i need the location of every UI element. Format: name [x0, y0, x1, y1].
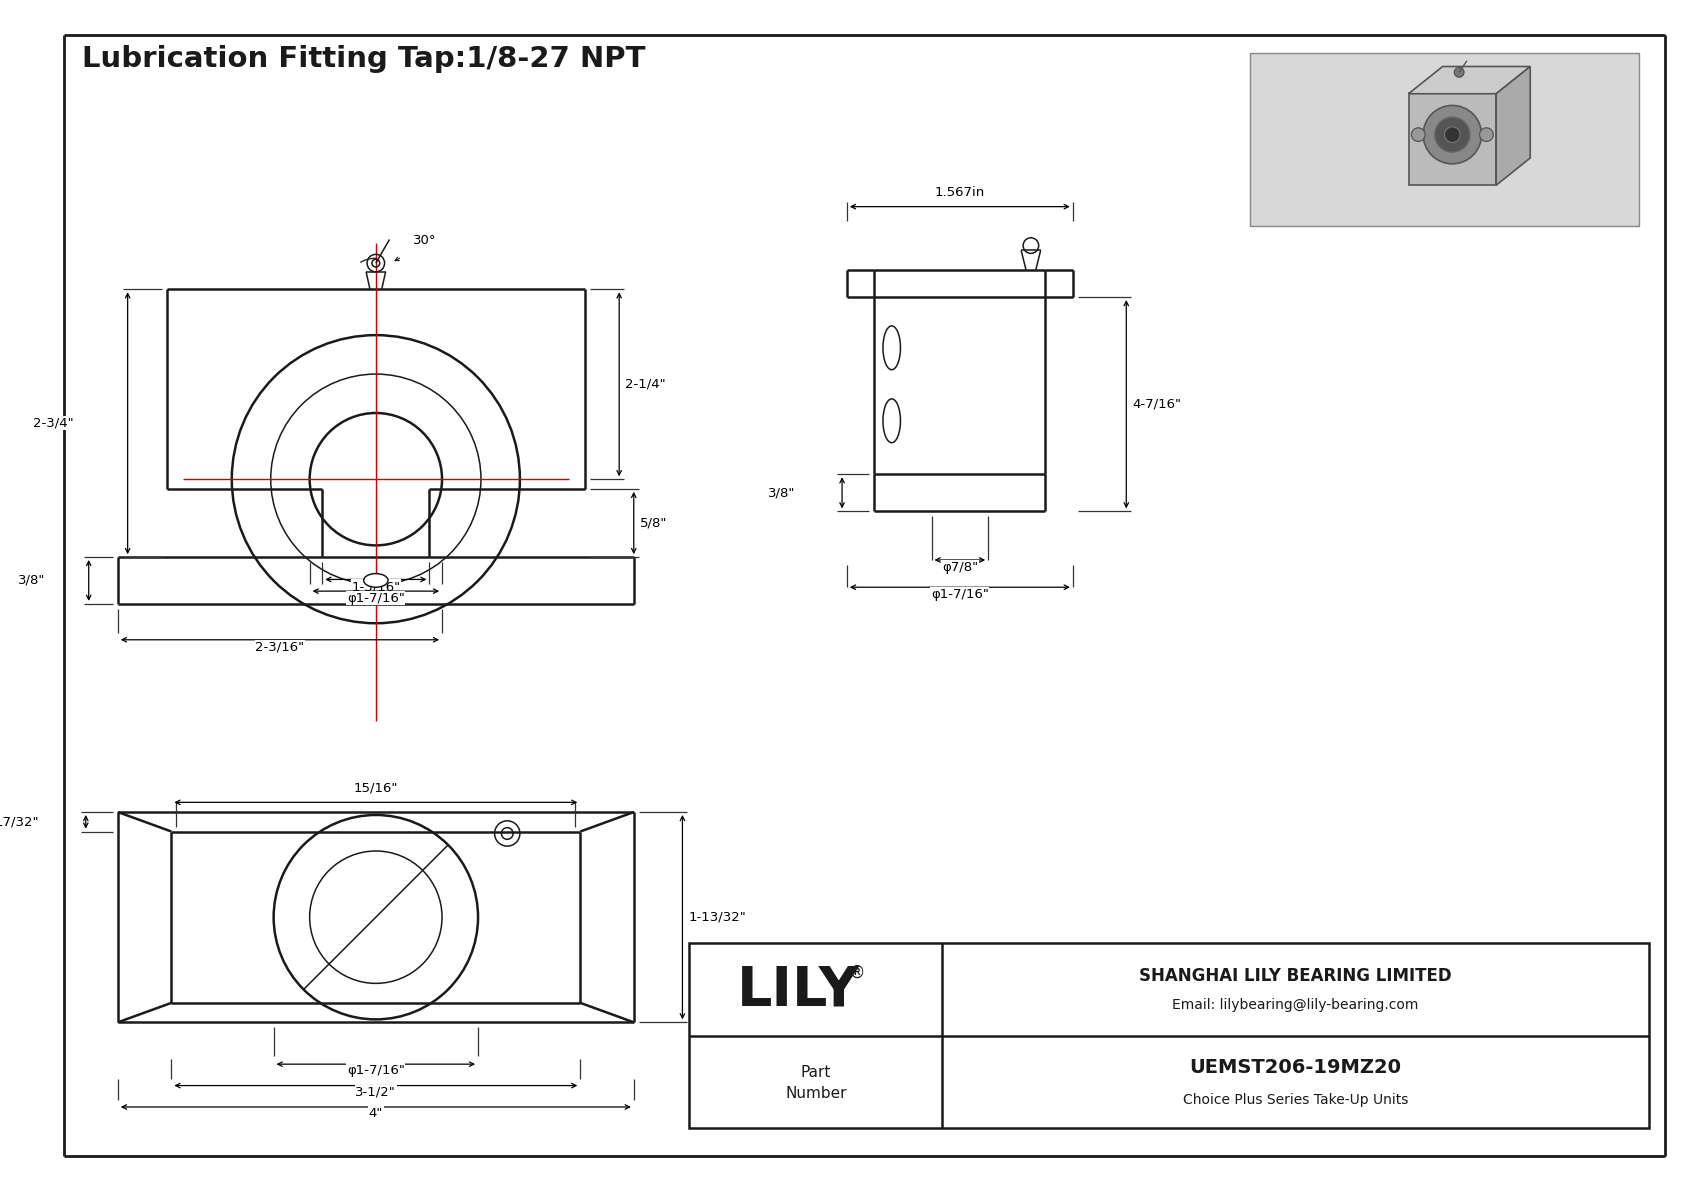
- Bar: [689, 943, 1649, 1128]
- Ellipse shape: [882, 326, 901, 369]
- Text: φ1-7/16": φ1-7/16": [931, 588, 989, 600]
- Text: 4": 4": [369, 1106, 382, 1120]
- Text: 15/16": 15/16": [354, 781, 397, 794]
- Polygon shape: [1408, 67, 1531, 94]
- Text: 2-1/4": 2-1/4": [625, 378, 665, 391]
- Text: Choice Plus Series Take-Up Units: Choice Plus Series Take-Up Units: [1182, 1093, 1408, 1108]
- Text: SHANGHAI LILY BEARING LIMITED: SHANGHAI LILY BEARING LIMITED: [1140, 967, 1452, 985]
- Circle shape: [1411, 127, 1425, 142]
- Ellipse shape: [882, 399, 901, 443]
- Text: Lubrication Fitting Tap:1/8-27 NPT: Lubrication Fitting Tap:1/8-27 NPT: [83, 45, 645, 73]
- Text: 30°: 30°: [413, 235, 436, 248]
- Text: 2-3/4": 2-3/4": [34, 417, 74, 430]
- Bar: [1408, 93, 1495, 186]
- Text: 1.567in: 1.567in: [935, 186, 985, 199]
- Text: 4-7/16": 4-7/16": [1132, 398, 1180, 411]
- Text: 5/8": 5/8": [640, 517, 667, 530]
- Text: 1-13/32": 1-13/32": [689, 911, 746, 924]
- Circle shape: [1435, 117, 1470, 152]
- Polygon shape: [1495, 67, 1531, 186]
- Ellipse shape: [364, 574, 387, 587]
- Text: Email: lilybearing@lily-bearing.com: Email: lilybearing@lily-bearing.com: [1172, 998, 1420, 1012]
- Circle shape: [1445, 126, 1460, 143]
- Text: 3/8": 3/8": [17, 574, 45, 587]
- Text: 2-3/16": 2-3/16": [256, 641, 305, 654]
- Text: φ7/8": φ7/8": [941, 561, 978, 574]
- Circle shape: [1423, 106, 1482, 164]
- Text: 3-1/2": 3-1/2": [355, 1085, 396, 1098]
- Bar: [1250, 52, 1639, 226]
- Text: ®: ®: [849, 964, 866, 981]
- Text: 17/32": 17/32": [0, 816, 39, 828]
- Text: UEMST206-19MZ20: UEMST206-19MZ20: [1189, 1058, 1401, 1077]
- Circle shape: [1480, 127, 1494, 142]
- Circle shape: [1455, 68, 1463, 77]
- Text: Part
Number: Part Number: [785, 1065, 847, 1100]
- Text: φ1-7/16": φ1-7/16": [347, 1064, 404, 1077]
- Text: 3/8": 3/8": [768, 486, 795, 499]
- Text: LILY: LILY: [738, 964, 861, 1017]
- Text: φ1-7/16": φ1-7/16": [347, 592, 404, 605]
- Text: 1-3/16": 1-3/16": [352, 580, 401, 593]
